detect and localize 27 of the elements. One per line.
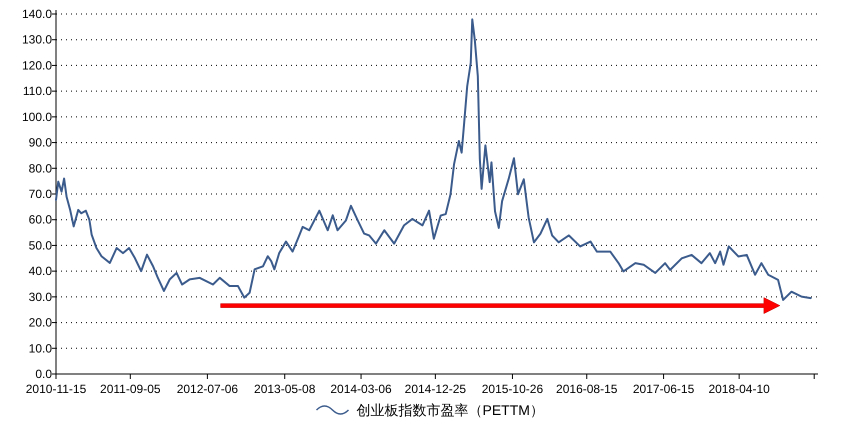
x-tick-label: 2017-06-15 (632, 382, 695, 396)
x-tick-label: 2014-03-06 (330, 382, 392, 396)
x-tick-label: 2014-12-25 (404, 382, 466, 396)
y-tick-label: 130.0 (22, 32, 52, 47)
y-tick-label: 80.0 (28, 161, 52, 176)
x-tick-label: 2013-05-08 (254, 382, 316, 396)
y-tick-label: 70.0 (28, 187, 52, 201)
y-tick-label: 30.0 (28, 290, 52, 304)
x-tick-label: 2015-10-26 (482, 382, 544, 396)
y-tick-label: 10.0 (28, 341, 52, 356)
x-tick-label: 2010-11-15 (26, 382, 87, 396)
y-tick-label: 50.0 (28, 238, 52, 252)
y-tick-label: 0.0 (35, 367, 52, 381)
y-tick-label: 110.0 (22, 84, 52, 98)
y-tick-label: 90.0 (28, 136, 52, 150)
x-tick-label: 2016-08-15 (556, 382, 618, 396)
y-tick-label: 120.0 (22, 58, 52, 72)
x-tick-label: 2018-04-10 (708, 382, 770, 396)
y-tick-label: 100.0 (22, 110, 52, 124)
y-tick-label: 40.0 (28, 264, 52, 278)
y-tick-label: 60.0 (28, 212, 52, 227)
line-series (55, 18, 812, 301)
legend-label: 创业板指数市盈率（PETTM） (356, 402, 544, 418)
x-tick-label: 2011-09-05 (100, 382, 161, 396)
x-tick-label: 2012-07-06 (176, 382, 238, 396)
y-tick-label: 20.0 (28, 316, 52, 330)
y-tick-label: 140.0 (22, 7, 52, 21)
